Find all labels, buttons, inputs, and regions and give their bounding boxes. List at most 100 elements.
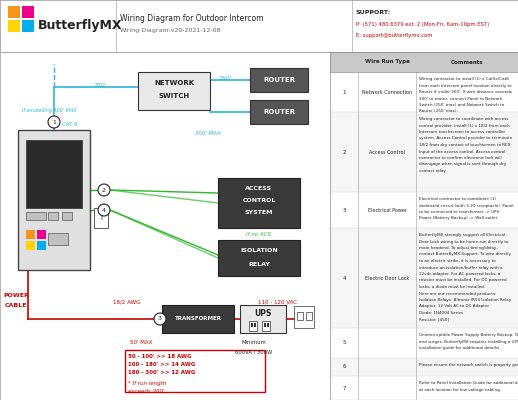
Bar [26, 212, 46, 220]
Text: Network Connection: Network Connection [362, 90, 412, 94]
Bar [267, 323, 269, 327]
Circle shape [48, 116, 60, 128]
Text: Electrical contractor to coordinate (1): Electrical contractor to coordinate (1) [419, 197, 496, 201]
Bar [330, 112, 518, 192]
Text: Intercom touchscreen to access controller: Intercom touchscreen to access controlle… [419, 130, 505, 134]
Bar [48, 233, 68, 245]
Text: Minimum: Minimum [241, 340, 266, 345]
Text: 18/2 AWG: 18/2 AWG [113, 300, 140, 305]
Bar [138, 72, 210, 110]
Text: Uninterruptible Power Supply Battery Backup. To prevent voltage drops: Uninterruptible Power Supply Battery Bac… [419, 333, 518, 337]
Bar [94, 208, 108, 228]
Text: 300' MAX: 300' MAX [195, 131, 221, 136]
Text: Switch (250' max) and Network Switch to: Switch (250' max) and Network Switch to [419, 103, 504, 107]
Text: Adapter: 12 Volt AC to DC Adapter: Adapter: 12 Volt AC to DC Adapter [419, 304, 489, 308]
Text: ISOLATION: ISOLATION [240, 248, 278, 252]
Text: to be connected to transformer -> UPS: to be connected to transformer -> UPS [419, 210, 499, 214]
Text: from each Intercom panel location directly to: from each Intercom panel location direct… [419, 84, 512, 88]
Text: ROUTER: ROUTER [263, 109, 295, 115]
Text: i: i [100, 215, 102, 221]
Text: TRANSFORMER: TRANSFORMER [175, 316, 222, 322]
Text: exceeds 200': exceeds 200' [128, 389, 165, 394]
Text: 2: 2 [102, 188, 106, 192]
Text: contact ButterflyMX Support. To wire directly: contact ButterflyMX Support. To wire dir… [419, 252, 511, 256]
Text: 1: 1 [52, 120, 56, 124]
Text: NETWORK: NETWORK [154, 80, 194, 86]
Text: CABLE: CABLE [5, 303, 27, 308]
Bar [249, 321, 257, 331]
Text: ButterflyMX: ButterflyMX [38, 20, 122, 32]
Bar [26, 140, 82, 208]
Text: 250': 250' [93, 83, 107, 88]
Text: 250': 250' [218, 76, 232, 81]
Text: 50' MAX: 50' MAX [130, 340, 152, 345]
Circle shape [154, 313, 166, 325]
Text: Please ensure the network switch is properly grounded.: Please ensure the network switch is prop… [419, 363, 518, 367]
Text: RELAY: RELAY [248, 262, 270, 266]
Text: control provider, install (1) x 18/2 from each: control provider, install (1) x 18/2 fro… [419, 124, 510, 128]
Text: system. Access Control provider to terminate: system. Access Control provider to termi… [419, 136, 512, 140]
Text: Electric Door Lock: Electric Door Lock [365, 276, 409, 280]
Bar [8, 6, 20, 18]
Bar [125, 350, 265, 392]
Text: Electrical Power: Electrical Power [367, 208, 407, 212]
Text: Here are our recommended products:: Here are our recommended products: [419, 292, 496, 296]
Text: contact relay.: contact relay. [419, 169, 447, 173]
Text: 6: 6 [342, 364, 346, 370]
Text: SUPPORT:: SUPPORT: [356, 10, 391, 15]
Bar [330, 358, 518, 376]
Bar [218, 178, 300, 228]
Bar [37, 230, 46, 239]
Text: 50 - 100' >> 18 AWG: 50 - 100' >> 18 AWG [128, 354, 192, 359]
Text: at each location for low voltage cabling.: at each location for low voltage cabling… [419, 388, 501, 392]
Bar [330, 72, 518, 112]
Text: 110 - 120 VAC: 110 - 120 VAC [258, 300, 297, 305]
Bar [8, 20, 20, 32]
Bar [22, 20, 34, 32]
Bar [250, 100, 308, 124]
Bar [37, 241, 46, 250]
Text: 3: 3 [342, 208, 346, 212]
Text: P: (571) 480.6379 ext. 2 (Mon-Fri, 6am-10pm EST): P: (571) 480.6379 ext. 2 (Mon-Fri, 6am-1… [356, 22, 489, 27]
Bar [251, 323, 253, 327]
Circle shape [98, 204, 110, 216]
Bar [330, 52, 518, 400]
Text: 600VA / 300W: 600VA / 300W [235, 350, 272, 355]
Bar [262, 321, 270, 331]
Text: 3: 3 [158, 316, 162, 322]
Bar [240, 305, 286, 333]
Text: If exceeding 300' MAX: If exceeding 300' MAX [22, 108, 77, 113]
Bar [18, 130, 90, 270]
Text: Comments: Comments [451, 60, 483, 64]
Text: Isolation Relays: Altronix IR5S Isolation Relay: Isolation Relays: Altronix IR5S Isolatio… [419, 298, 511, 302]
Text: 4: 4 [342, 276, 346, 280]
Text: Wiring-Diagram-v20-2021-12-08: Wiring-Diagram-v20-2021-12-08 [120, 28, 221, 33]
Text: SYSTEM: SYSTEM [244, 210, 274, 214]
Text: 12vdc adapter. For AC-powered locks, a: 12vdc adapter. For AC-powered locks, a [419, 272, 500, 276]
Bar [254, 323, 256, 327]
Bar [264, 323, 266, 327]
Text: 100 - 180' >> 14 AWG: 100 - 180' >> 14 AWG [128, 362, 195, 367]
Bar [48, 212, 58, 220]
Text: POWER: POWER [3, 293, 29, 298]
Bar [330, 228, 518, 328]
Bar [297, 312, 303, 320]
Text: locks, a diode must be installed.: locks, a diode must be installed. [419, 285, 485, 289]
Text: Router if under 300'. If wire distance exceeds: Router if under 300'. If wire distance e… [419, 90, 512, 94]
Text: Input of the access control. Access control: Input of the access control. Access cont… [419, 150, 506, 154]
Bar [62, 212, 72, 220]
Text: * If run length: * If run length [128, 381, 166, 386]
Text: 18/2 from dry contact of touchscreen to REX: 18/2 from dry contact of touchscreen to … [419, 143, 511, 147]
Text: If no ACS: If no ACS [247, 232, 271, 237]
Bar [294, 306, 314, 328]
Bar [22, 6, 34, 18]
Bar [250, 68, 308, 92]
Bar [26, 241, 35, 250]
Text: Wiring Diagram for Outdoor Intercom: Wiring Diagram for Outdoor Intercom [120, 14, 264, 23]
Text: CAT 6: CAT 6 [62, 122, 78, 126]
Text: and surges, ButterflyMX requires installing a UPS device (see panel: and surges, ButterflyMX requires install… [419, 340, 518, 344]
Bar [306, 312, 312, 320]
Circle shape [98, 184, 110, 196]
Text: 300' to router, connect Panel to Network: 300' to router, connect Panel to Network [419, 96, 502, 100]
Text: ButterflyMX strongly suggest all Electrical: ButterflyMX strongly suggest all Electri… [419, 233, 505, 237]
